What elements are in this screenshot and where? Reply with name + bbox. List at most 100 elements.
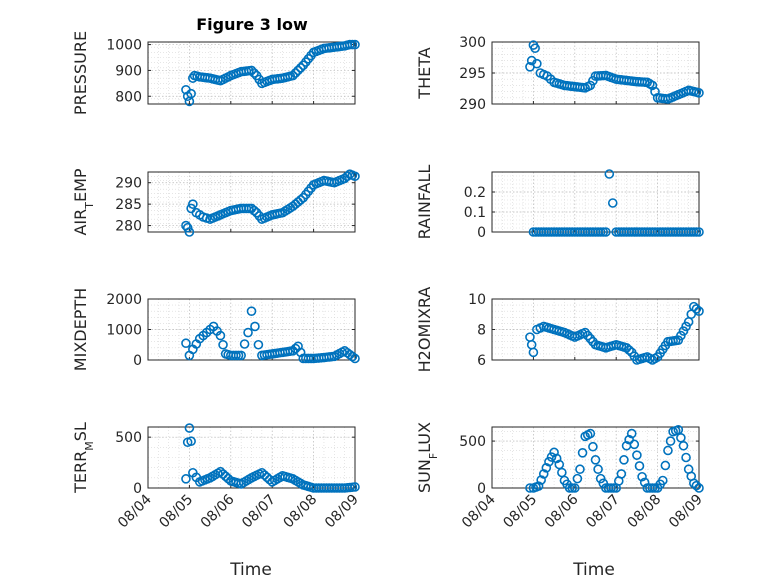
data-point [295,63,306,73]
y-tick-label: 290 [459,97,486,113]
data-point [624,345,634,355]
data-point [350,39,360,50]
data-point [593,464,603,475]
y-tick-label: 0 [133,353,142,369]
y-tick-label: 2000 [106,292,142,308]
data-point [588,75,598,86]
y-axis-label: TERRMSL [71,422,96,494]
data-point [607,198,618,208]
data-point [595,473,606,484]
data-point [619,455,629,465]
data-point [218,339,228,350]
data-point [691,304,702,314]
x-tick-label: 08/06 [198,491,238,531]
data-point [598,478,609,489]
y-tick-label: 500 [459,434,486,450]
data-point [249,68,259,78]
subplot-theta: 290 295 300 THETA [415,35,704,113]
data-point [350,482,360,492]
data-point [528,347,539,358]
y-tick-label: 1000 [106,38,142,54]
y-axis-label: THETA [415,47,434,99]
data-point [182,222,193,233]
x-axis-label-right: Time [572,560,615,580]
data-point [549,447,559,458]
y-tick-label: 300 [459,35,486,51]
data-point [681,452,691,463]
data-point [239,339,250,349]
data-point [694,306,704,317]
y-tick-label: 295 [459,66,486,82]
data-point [290,68,301,78]
data-point [288,70,298,81]
y-tick-label: 800 [115,89,142,105]
data-point [538,469,549,479]
data-point [689,478,699,489]
x-tick-label: 08/04 [115,491,155,531]
subplot-sun-flux: 0 500 SUNFLUX 08/04 08/05 08/06 08/07 08/08 08/0… [415,422,706,531]
y-tick-label: 500 [115,430,142,446]
data-point [601,227,611,237]
data-point [181,474,191,484]
data-point [215,330,226,341]
x-tick-label: 08/07 [583,492,623,532]
data-point [588,441,598,452]
x-tick-label: 08/08 [625,492,665,532]
x-axis-label-left: Time [229,560,272,580]
data-point [541,463,552,473]
data-point [657,475,668,486]
y-tick-label: 0 [477,225,486,241]
data-point [678,440,689,451]
data-point [188,199,198,209]
data-point [629,439,640,450]
data-point [347,351,358,362]
y-axis-label: H2OMIXRA [415,287,434,373]
data-point [530,43,540,54]
data-point [577,448,588,458]
axes-box [491,426,700,489]
y-tick-label: 285 [115,197,142,213]
data-point [253,339,264,350]
data-point [624,434,634,445]
y-axis-label: MIXDEPTH [71,288,90,371]
x-tick-label: 08/08 [281,492,321,532]
data-point [590,455,601,465]
x-tick-label: 08/05 [156,492,196,532]
data-point [634,461,645,471]
y-tick-label: 1000 [106,323,142,339]
axes-box [147,426,356,489]
x-tick-label: 08/09 [666,492,706,532]
x-tick-label: 08/05 [500,492,540,532]
data-point [236,350,246,361]
data-point [223,473,234,484]
y-tick-label: 0 [133,481,142,497]
y-tick-label: 900 [115,63,142,79]
axes-box [491,171,700,233]
data-point [544,456,554,467]
data-point [525,332,535,342]
data-point [639,477,650,488]
data-point [691,480,702,491]
y-tick-label: 8 [477,323,486,339]
subplot-h2omixra: 6 8 10 H2OMIXRA [415,287,704,373]
y-axis-label: PRESSURE [71,31,90,115]
data-point [585,80,596,91]
y-tick-label: 0.2 [464,185,486,201]
data-point [246,306,257,317]
data-point [249,205,259,216]
subplot-rainfall: 0 0.1 0.2 RAINFALL [415,165,704,241]
data-point [293,65,303,76]
data-point [250,321,260,332]
data-point [293,341,303,352]
data-point [243,327,253,338]
data-point [350,353,360,364]
data-point [663,445,673,456]
x-tick-label: 08/09 [322,492,362,532]
data-point [632,450,642,460]
data-point [246,65,257,76]
data-point [546,452,557,462]
data-point [350,171,360,182]
data-point [604,169,615,179]
y-tick-label: 6 [477,353,486,369]
